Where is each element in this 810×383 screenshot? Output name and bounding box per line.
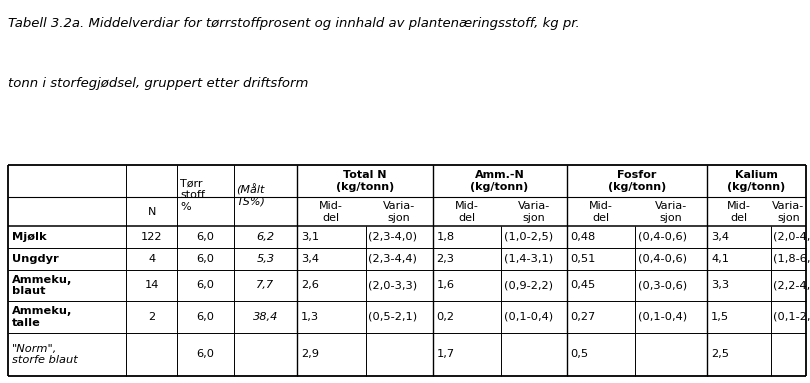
Text: 1,7: 1,7 <box>437 349 454 359</box>
Text: (0,1-0,4): (0,1-0,4) <box>504 312 552 322</box>
Text: 0,51: 0,51 <box>570 254 596 264</box>
Text: Varia-
sjon: Varia- sjon <box>518 201 550 223</box>
Text: Mid-
del: Mid- del <box>319 201 343 223</box>
Text: 2: 2 <box>148 312 156 322</box>
Text: 7,7: 7,7 <box>256 280 275 290</box>
Text: Mid-
del: Mid- del <box>727 201 751 223</box>
Text: 6,0: 6,0 <box>197 280 215 290</box>
Text: 2,6: 2,6 <box>301 280 319 290</box>
Text: tonn i storfegjødsel, gruppert etter driftsform: tonn i storfegjødsel, gruppert etter dri… <box>8 77 309 90</box>
Text: 1,5: 1,5 <box>711 312 729 322</box>
Text: Fosfor
(kg/tonn): Fosfor (kg/tonn) <box>608 170 666 192</box>
Text: 6,0: 6,0 <box>197 349 215 359</box>
Text: 2,3: 2,3 <box>437 254 454 264</box>
Text: (0,5-2,1): (0,5-2,1) <box>368 312 417 322</box>
Text: 3,4: 3,4 <box>711 232 729 242</box>
Text: Mid-
del: Mid- del <box>589 201 613 223</box>
Text: (Målt
TS%): (Målt TS%) <box>237 184 265 207</box>
Text: (2,3-4,4): (2,3-4,4) <box>368 254 417 264</box>
Text: (0,1-0,4): (0,1-0,4) <box>637 312 687 322</box>
Text: 4,1: 4,1 <box>711 254 729 264</box>
Text: N: N <box>147 207 156 217</box>
Text: (0,9-2,2): (0,9-2,2) <box>504 280 552 290</box>
Text: 1,8: 1,8 <box>437 232 454 242</box>
Text: 2,5: 2,5 <box>711 349 729 359</box>
Text: (1,4-3,1): (1,4-3,1) <box>504 254 552 264</box>
Text: 14: 14 <box>144 280 159 290</box>
Text: 0,2: 0,2 <box>437 312 454 322</box>
Text: 122: 122 <box>141 232 163 242</box>
Text: 6,0: 6,0 <box>197 312 215 322</box>
Text: Varia-
sjon: Varia- sjon <box>383 201 416 223</box>
Text: (0,1-2,9): (0,1-2,9) <box>774 312 810 322</box>
Text: "Norm",
storfe blaut: "Norm", storfe blaut <box>12 344 78 365</box>
Text: 38,4: 38,4 <box>253 312 278 322</box>
Text: (2,3-4,0): (2,3-4,0) <box>368 232 417 242</box>
Text: 0,27: 0,27 <box>570 312 596 322</box>
Text: (1,8-6,4): (1,8-6,4) <box>774 254 810 264</box>
Text: 0,48: 0,48 <box>570 232 596 242</box>
Text: (2,0-3,3): (2,0-3,3) <box>368 280 417 290</box>
Text: Varia-
sjon: Varia- sjon <box>655 201 687 223</box>
Text: 6,0: 6,0 <box>197 232 215 242</box>
Text: Mjølk: Mjølk <box>12 232 47 242</box>
Text: 1,6: 1,6 <box>437 280 454 290</box>
Text: 2,9: 2,9 <box>301 349 319 359</box>
Text: Tabell 3.2a. Middelverdiar for tørrstoffprosent og innhald av plantenæringsstoff: Tabell 3.2a. Middelverdiar for tørrstoff… <box>8 17 580 30</box>
Text: 1,3: 1,3 <box>301 312 319 322</box>
Text: (0,3-0,6): (0,3-0,6) <box>637 280 687 290</box>
Text: Ammeku,
talle: Ammeku, talle <box>12 306 73 327</box>
Text: 0,5: 0,5 <box>570 349 589 359</box>
Text: 4: 4 <box>148 254 156 264</box>
Text: (0,4-0,6): (0,4-0,6) <box>637 254 687 264</box>
Text: Amm.-N
(kg/tonn): Amm.-N (kg/tonn) <box>471 170 529 192</box>
Text: Ungdyr: Ungdyr <box>12 254 59 264</box>
Text: Varia-
sjon: Varia- sjon <box>772 201 804 223</box>
Text: 0,45: 0,45 <box>570 280 596 290</box>
Text: Total N
(kg/tonn): Total N (kg/tonn) <box>335 170 394 192</box>
Text: (0,4-0,6): (0,4-0,6) <box>637 232 687 242</box>
Text: 3,1: 3,1 <box>301 232 319 242</box>
Text: 6,2: 6,2 <box>256 232 275 242</box>
Text: Kalium
(kg/tonn): Kalium (kg/tonn) <box>727 170 786 192</box>
Text: Ammeku,
blaut: Ammeku, blaut <box>12 275 73 296</box>
Text: Mid-
del: Mid- del <box>455 201 479 223</box>
Text: 3,4: 3,4 <box>301 254 319 264</box>
Text: 5,3: 5,3 <box>256 254 275 264</box>
Text: (1,0-2,5): (1,0-2,5) <box>504 232 552 242</box>
Text: (2,2-4,5): (2,2-4,5) <box>774 280 810 290</box>
Text: (2,0-4,8): (2,0-4,8) <box>774 232 810 242</box>
Text: 6,0: 6,0 <box>197 254 215 264</box>
Text: 3,3: 3,3 <box>711 280 729 290</box>
Text: Tørr
stoff
%: Tørr stoff % <box>181 179 206 212</box>
